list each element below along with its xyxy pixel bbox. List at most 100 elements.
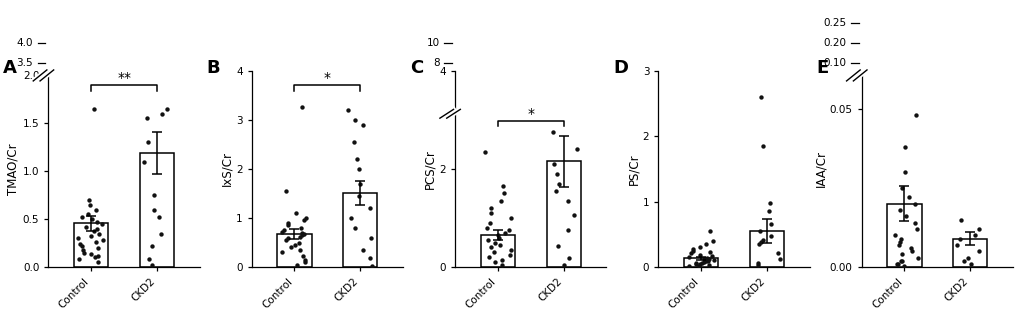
Point — [482, 210, 498, 216]
Point — [291, 247, 308, 252]
Point — [501, 252, 518, 257]
Y-axis label: PCS/Cr: PCS/Cr — [423, 149, 436, 189]
Point — [701, 249, 717, 255]
Point — [496, 230, 513, 235]
Point — [749, 261, 765, 266]
Point — [550, 181, 567, 186]
Point — [892, 239, 908, 244]
Point — [293, 233, 310, 238]
Point — [559, 228, 576, 233]
Point — [136, 159, 152, 164]
Point — [697, 242, 713, 247]
Point — [500, 228, 517, 233]
Text: **: ** — [117, 71, 130, 85]
Point — [296, 218, 312, 223]
Point — [288, 262, 305, 267]
Point — [893, 258, 909, 263]
Point — [296, 231, 312, 236]
Point — [493, 262, 510, 267]
Point — [348, 157, 365, 162]
Point — [549, 244, 566, 249]
Point — [691, 261, 707, 266]
Point — [909, 255, 925, 260]
Point — [685, 248, 701, 253]
Y-axis label: IxS/Cr: IxS/Cr — [220, 151, 233, 186]
Point — [906, 220, 922, 225]
Point — [91, 231, 107, 236]
Point — [294, 254, 311, 259]
Point — [492, 198, 508, 203]
Point — [83, 251, 99, 256]
Point — [89, 226, 105, 231]
Point — [691, 252, 707, 257]
Point — [770, 257, 787, 262]
Point — [345, 139, 362, 144]
Point — [293, 105, 310, 110]
Point — [897, 214, 913, 219]
Point — [494, 184, 511, 189]
Point — [893, 185, 909, 191]
Point — [482, 245, 498, 250]
Point — [82, 202, 98, 207]
Bar — [749, 231, 784, 267]
Text: 8: 8 — [433, 58, 439, 68]
Point — [891, 208, 907, 213]
Point — [151, 215, 167, 220]
Text: *: * — [324, 71, 330, 85]
Text: *: * — [527, 107, 534, 121]
Point — [683, 251, 699, 256]
Point — [701, 229, 717, 234]
Point — [287, 210, 304, 216]
Point — [90, 253, 106, 258]
Point — [346, 117, 363, 122]
Point — [549, 171, 566, 176]
Point — [749, 262, 765, 268]
Point — [363, 235, 379, 240]
Point — [154, 111, 170, 116]
Point — [752, 240, 768, 245]
Point — [754, 237, 770, 242]
Point — [159, 106, 175, 111]
Point — [486, 260, 502, 265]
Point — [87, 255, 103, 260]
Point — [490, 233, 506, 238]
Point — [959, 255, 975, 260]
Point — [286, 243, 303, 248]
Point — [339, 107, 356, 112]
Point — [952, 217, 968, 222]
Point — [279, 223, 296, 228]
Point — [292, 225, 309, 230]
Text: 3.5: 3.5 — [16, 58, 34, 68]
Point — [290, 240, 307, 245]
Point — [274, 250, 290, 255]
Point — [89, 219, 105, 224]
Point — [693, 260, 709, 265]
Point — [560, 256, 577, 261]
Point — [566, 213, 582, 218]
Point — [485, 250, 501, 255]
Point — [276, 228, 292, 233]
Text: 0.10: 0.10 — [822, 58, 846, 68]
Point — [700, 256, 716, 261]
Point — [907, 112, 923, 117]
Point — [908, 227, 924, 232]
Point — [544, 129, 560, 134]
Text: 0.20: 0.20 — [822, 38, 846, 48]
Point — [687, 261, 703, 266]
Point — [280, 235, 297, 240]
Point — [140, 140, 156, 145]
Point — [95, 238, 111, 243]
Point — [893, 252, 909, 257]
Point — [970, 227, 986, 232]
Text: E: E — [815, 59, 827, 77]
Text: 10: 10 — [426, 38, 439, 48]
Point — [680, 255, 696, 260]
Text: 4.0: 4.0 — [16, 38, 34, 48]
Text: 0.25: 0.25 — [822, 18, 846, 28]
Point — [79, 212, 96, 217]
Bar — [684, 258, 717, 267]
Point — [704, 238, 720, 243]
Bar — [952, 239, 986, 267]
Y-axis label: PS/Cr: PS/Cr — [627, 153, 639, 184]
Point — [493, 257, 510, 262]
